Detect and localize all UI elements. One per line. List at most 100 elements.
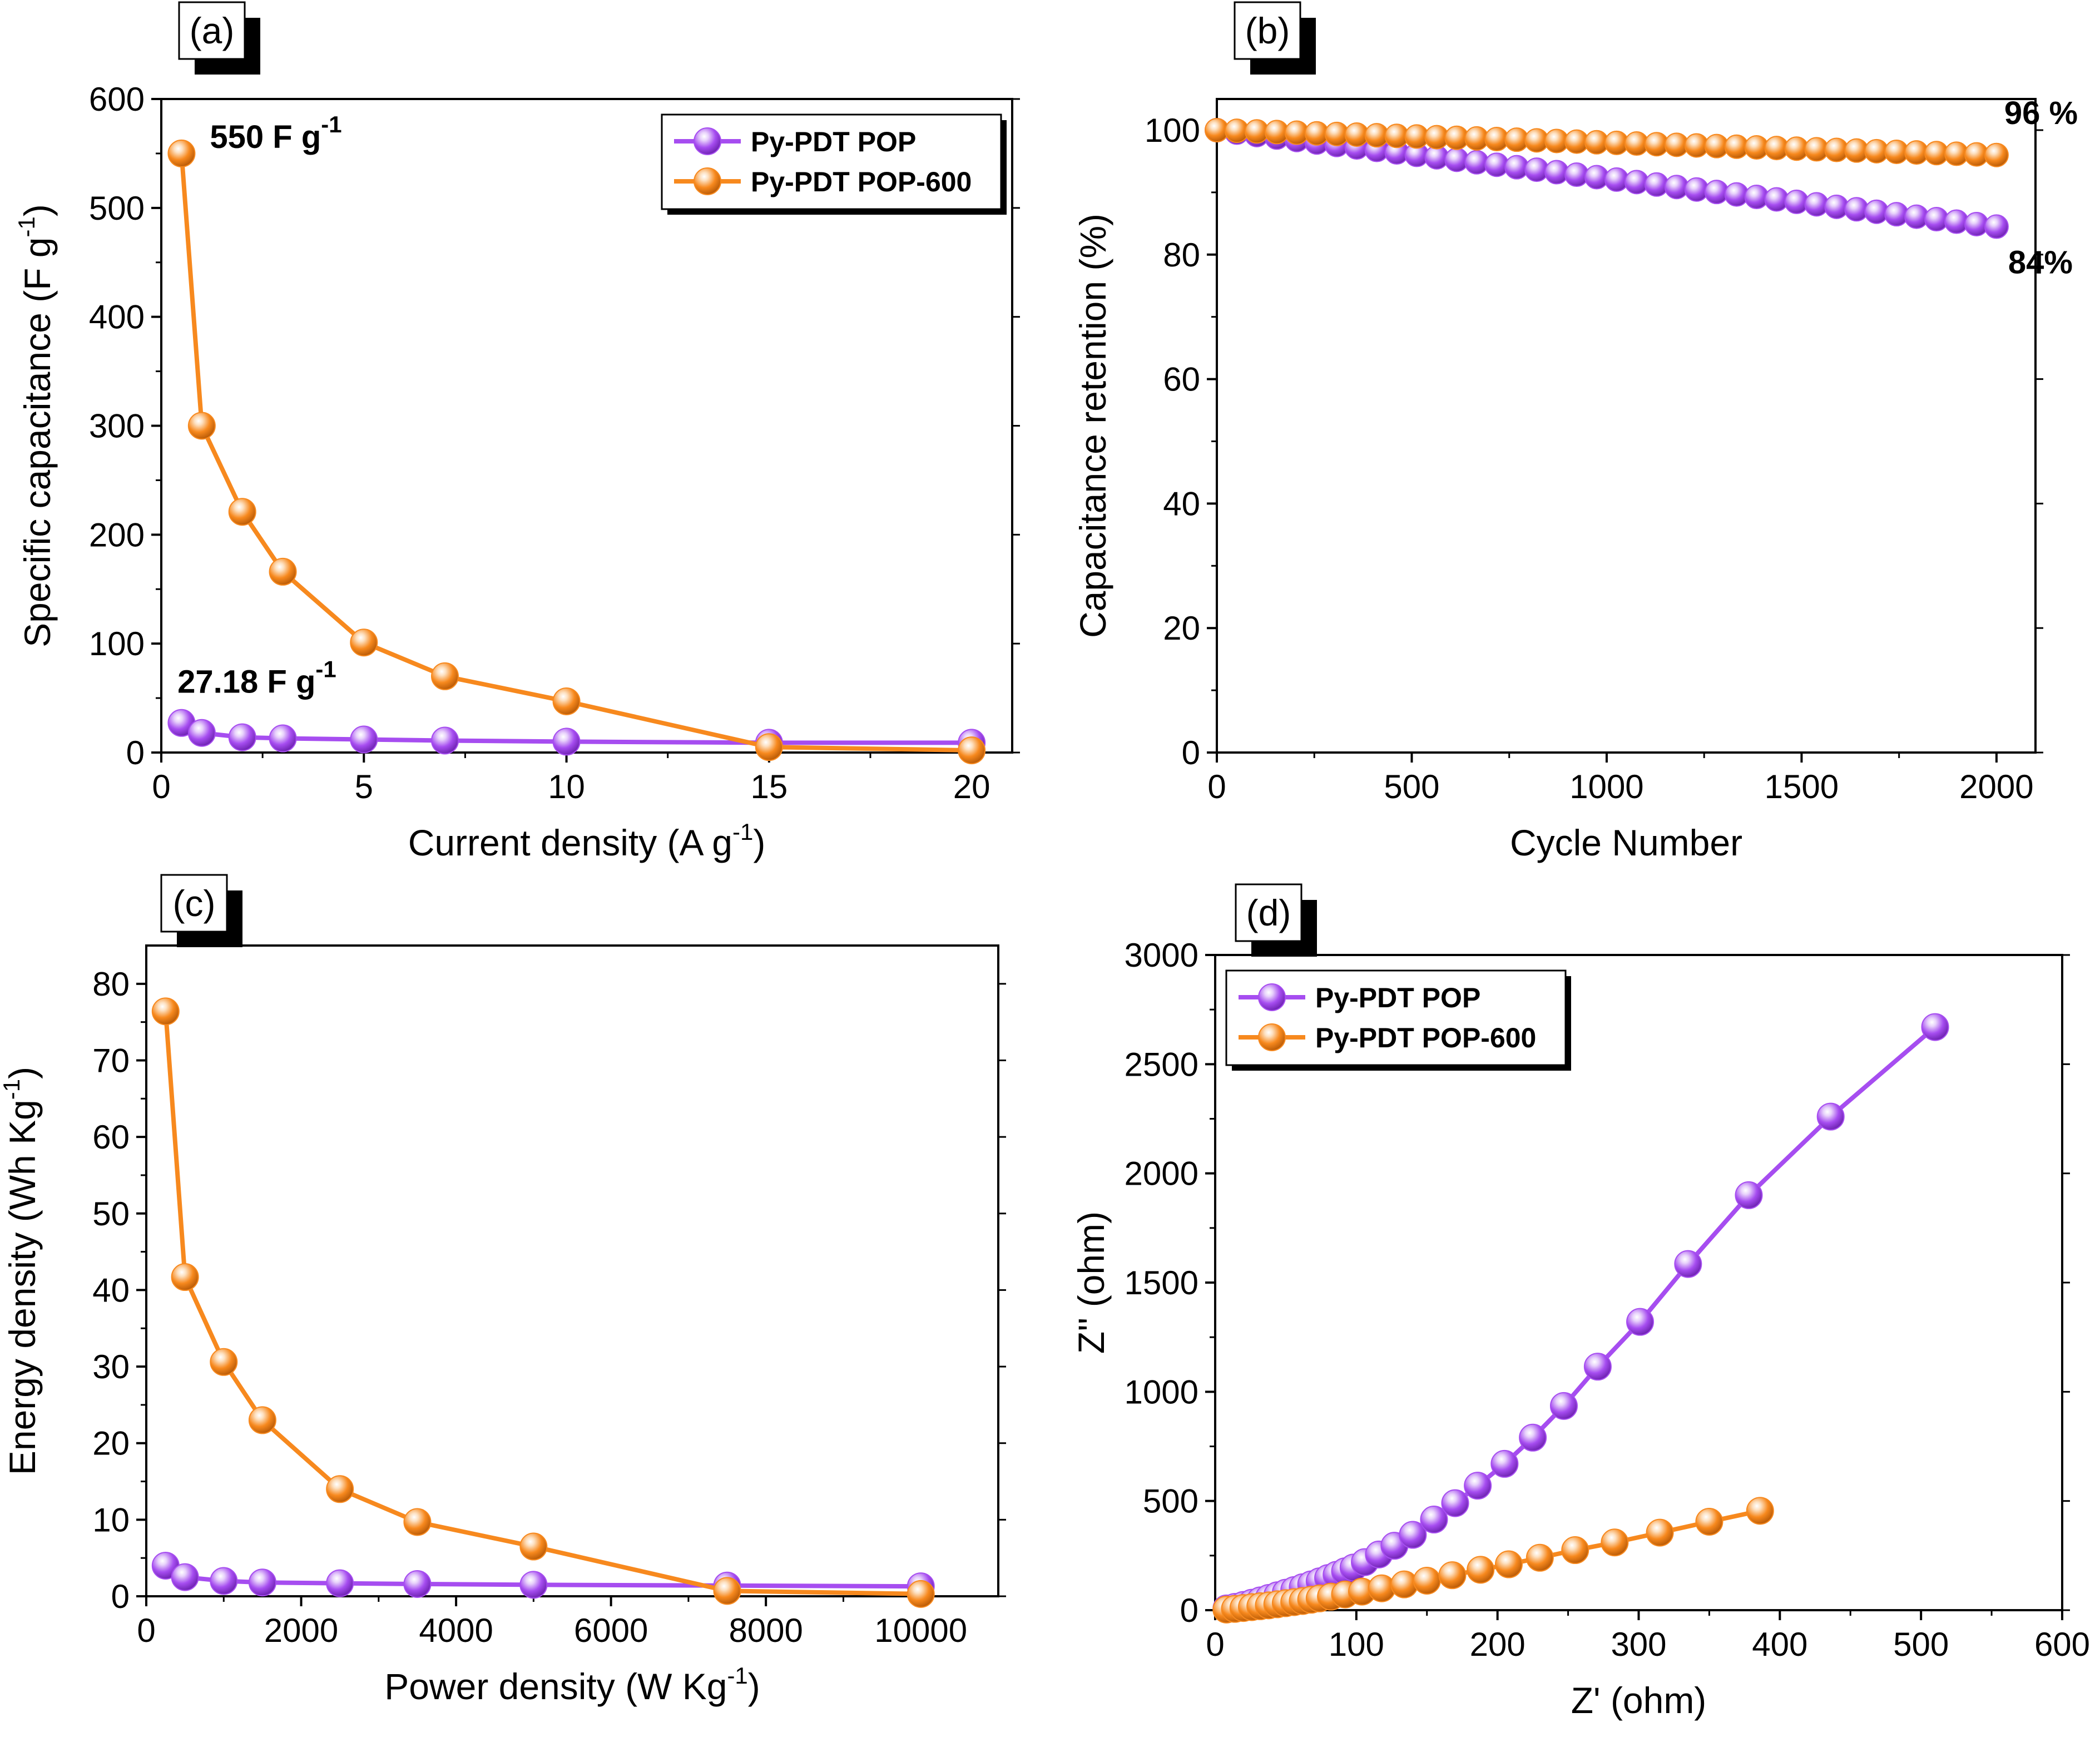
panel-d-series-0-point	[1583, 1353, 1612, 1381]
panel-c-series-0-point	[519, 1571, 548, 1599]
panel-b-series-0-point	[1984, 214, 2009, 239]
panel-d-series-0-point	[1519, 1423, 1547, 1452]
panel-d-label-box	[1235, 883, 1302, 942]
panel-d-y-tick-label: 3000	[1125, 937, 1198, 974]
panel-d-series-0-point	[1816, 1102, 1845, 1131]
panel-c-series-1-point	[248, 1406, 276, 1434]
panel-b-x-tick-label: 1500	[1765, 768, 1839, 805]
panel-b-y-tick-label: 100	[1145, 112, 1200, 149]
panel-c-series-0-point	[171, 1563, 199, 1591]
panel-c-series-1-point	[519, 1532, 548, 1561]
panel-a-y-axis-label-main: Specific capacitance (F g	[17, 237, 58, 647]
panel-d-series-0-point	[1735, 1181, 1763, 1209]
panel-b-y-axis-label: Capacitance retention (%)	[1072, 214, 1113, 638]
panel-d-series-0-point	[1674, 1250, 1702, 1278]
panel-c-series-0-point	[326, 1569, 354, 1597]
panel-d-y-tick-label: 500	[1143, 1483, 1198, 1520]
panel-a-y-axis-label-end: )	[17, 204, 58, 216]
panel-a-series-0-point	[269, 724, 297, 753]
panel-d-legend-marker-0	[1258, 983, 1286, 1011]
panel-b-annotation-1: 84%	[2008, 244, 2073, 280]
panel-c-y-tick-label: 10	[92, 1501, 130, 1538]
panel-c-series-1-point	[326, 1475, 354, 1503]
panel-d-series-1-point	[1467, 1556, 1495, 1584]
panel-c-series-1-point	[210, 1348, 238, 1376]
panel-b-label-box	[1234, 1, 1301, 60]
panel-a-series-1-point	[228, 498, 256, 526]
panel-a-x-tick-label: 10	[548, 768, 585, 805]
panel-a-x-axis-label-main: Current density (A g	[408, 822, 732, 863]
panel-d-y-tick-label: 2500	[1125, 1046, 1198, 1083]
panel-d-y-tick-label: 0	[1180, 1592, 1198, 1629]
panel-c-y-tick-label: 50	[92, 1195, 130, 1233]
panel-d-legend-marker-1	[1258, 1023, 1286, 1051]
panel-a-annotation-1-main: 27.18 F g	[177, 664, 315, 700]
panel-c-y-axis-label-sup: -1	[0, 1079, 24, 1100]
panel-b-y-tick-label: 0	[1182, 734, 1200, 771]
panel-c-series-1-point	[907, 1580, 935, 1608]
panel-a-series-0-point	[431, 726, 459, 755]
panel-d-x-tick-label: 400	[1752, 1626, 1807, 1663]
panel-a-y-tick-label: 200	[89, 516, 145, 553]
panel-d-x-tick-label: 0	[1206, 1626, 1224, 1663]
panel-a-annotation-0-main: 550 F g	[210, 119, 321, 155]
panel-a-series-0-point	[228, 723, 256, 751]
panel-d-y-axis-label: Z'' (ohm)	[1071, 1211, 1112, 1354]
panel-d-legend	[1225, 969, 1567, 1066]
panel-d-y-tick-label: 1000	[1125, 1373, 1198, 1411]
panel-c-x-tick-label: 8000	[729, 1612, 803, 1649]
panel-b-series-1-point	[1984, 142, 2009, 167]
panel-d-series-1-point	[1494, 1550, 1523, 1578]
panel-d-series-0-point	[1490, 1449, 1519, 1478]
panel-a-annotation-1: 27.18 F g-1	[177, 656, 336, 700]
panel-b-x-tick-label: 0	[1207, 768, 1226, 805]
panel-c-y-axis-label-end: )	[2, 1067, 43, 1079]
panel-d-series-1-point	[1746, 1497, 1774, 1525]
panel-a-series-line-1	[179, 153, 972, 753]
panel-a-x-tick-label: 20	[953, 768, 990, 805]
panel-a-annotation-0-sup: -1	[321, 111, 341, 137]
panel-b-y-tick-label: 40	[1163, 485, 1200, 522]
panel-a-annotation-0: 550 F g-1	[210, 111, 341, 155]
panel-b-y-tick-label: 60	[1163, 361, 1200, 398]
panel-a-legend-marker-0	[694, 127, 721, 155]
panel-a-series-1-point	[552, 687, 581, 715]
panel-d-x-tick-label: 200	[1470, 1626, 1526, 1663]
panel-d-series-1-point	[1561, 1536, 1589, 1565]
panel-d-series-1-point	[1413, 1566, 1441, 1595]
panel-d-series-0-point	[1626, 1308, 1655, 1336]
panel-a-label: (a)	[190, 10, 235, 51]
panel-a-series-1-point	[350, 628, 378, 657]
panel-a-legend-label-0: Py-PDT POP	[751, 126, 916, 157]
panel-b-annotation-0: 96 %	[2004, 95, 2078, 131]
panel-c-series-0-point	[248, 1568, 276, 1597]
panel-c-x-axis-label-main: Power density (W Kg	[384, 1666, 727, 1707]
panel-c-x-tick-label: 4000	[419, 1612, 493, 1649]
panel-b-y-tick-label: 80	[1163, 236, 1200, 274]
panel-d-series-1-point	[1601, 1528, 1629, 1557]
panel-c-series-0-point	[403, 1570, 432, 1598]
panel-c-x-axis-label: Power density (W Kg-1)	[384, 1662, 760, 1707]
panel-c-y-tick-label: 30	[92, 1348, 130, 1385]
panel-c-series-1-point	[151, 997, 180, 1026]
panel-c-series-line-1	[163, 1011, 921, 1596]
panel-a-legend-marker-1	[694, 167, 721, 195]
panel-b-x-axis-label: Cycle Number	[1510, 822, 1742, 863]
panel-c-y-tick-label: 0	[111, 1578, 130, 1615]
panel-c-label-box	[160, 874, 228, 933]
panel-d-x-axis-label: Z' (ohm)	[1571, 1680, 1707, 1721]
panel-b-y-tick-label: 20	[1163, 610, 1200, 647]
panel-a-y-tick-label: 600	[89, 81, 145, 118]
panel-c-y-tick-label: 80	[92, 966, 130, 1003]
panel-d-legend-label-1: Py-PDT POP-600	[1315, 1022, 1536, 1053]
panel-c-label: (c)	[173, 883, 216, 924]
panel-c-y-tick-label: 70	[92, 1042, 130, 1079]
panel-a-series-1-point	[167, 139, 196, 167]
panel-a-series-1-point	[269, 557, 297, 586]
panel-d-series-1-point	[1438, 1561, 1467, 1590]
panel-a-y-tick-label: 300	[89, 408, 145, 445]
panel-a-x-axis-label-sup: -1	[732, 819, 753, 845]
panel-d-series-0-point	[1464, 1472, 1492, 1500]
panel-a-y-tick-label: 0	[126, 734, 145, 771]
